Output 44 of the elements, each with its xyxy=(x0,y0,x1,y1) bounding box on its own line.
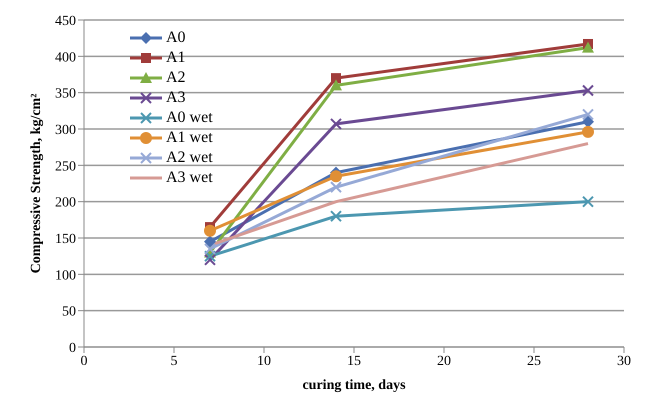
y-tick-label: 50 xyxy=(62,304,76,320)
y-axis-title: Compressive Strength, kg/cm² xyxy=(29,94,44,274)
x-tick-label: 30 xyxy=(617,354,631,369)
legend-label: A0 wet xyxy=(166,109,213,127)
point xyxy=(582,126,594,138)
y-tick-label: 300 xyxy=(55,122,76,138)
y-tick-label: 100 xyxy=(55,268,76,284)
legend-label: A0 xyxy=(166,29,186,47)
legend-label: A1 wet xyxy=(166,129,213,147)
x-tick-label: 10 xyxy=(257,354,271,369)
point xyxy=(330,79,342,90)
point xyxy=(582,108,594,120)
x-tick-label: 5 xyxy=(170,354,178,369)
point xyxy=(582,84,594,96)
x-tick-label: 0 xyxy=(80,354,88,369)
legend-label: A2 xyxy=(166,69,186,87)
x-axis-title: curing time, days xyxy=(302,378,406,393)
point xyxy=(331,73,341,84)
y-tick-label: 250 xyxy=(55,159,76,174)
x-tick-label: 25 xyxy=(527,354,541,369)
point xyxy=(204,242,216,255)
point xyxy=(582,196,594,208)
legend-label: A1 xyxy=(166,49,186,67)
x-tick-label: 20 xyxy=(437,354,451,369)
y-tick-label: 400 xyxy=(55,50,76,66)
y-tick-label: 200 xyxy=(55,196,76,211)
x-tick-label: 15 xyxy=(347,354,361,369)
legend-label: A3 wet xyxy=(166,169,213,187)
point xyxy=(204,250,216,262)
y-tick-label: 350 xyxy=(55,86,76,102)
point xyxy=(204,224,216,237)
point xyxy=(582,42,594,53)
y-tick-label: 450 xyxy=(55,14,76,29)
point xyxy=(330,118,342,130)
y-tick-label: 0 xyxy=(69,340,76,356)
legend-label: A2 wet xyxy=(166,149,213,167)
point xyxy=(330,210,342,222)
point xyxy=(204,236,216,248)
point xyxy=(330,170,342,182)
legend-label: A3 xyxy=(166,89,186,107)
point xyxy=(204,254,216,266)
y-tick-label: 150 xyxy=(55,232,76,247)
point xyxy=(582,116,594,128)
point xyxy=(330,181,342,194)
